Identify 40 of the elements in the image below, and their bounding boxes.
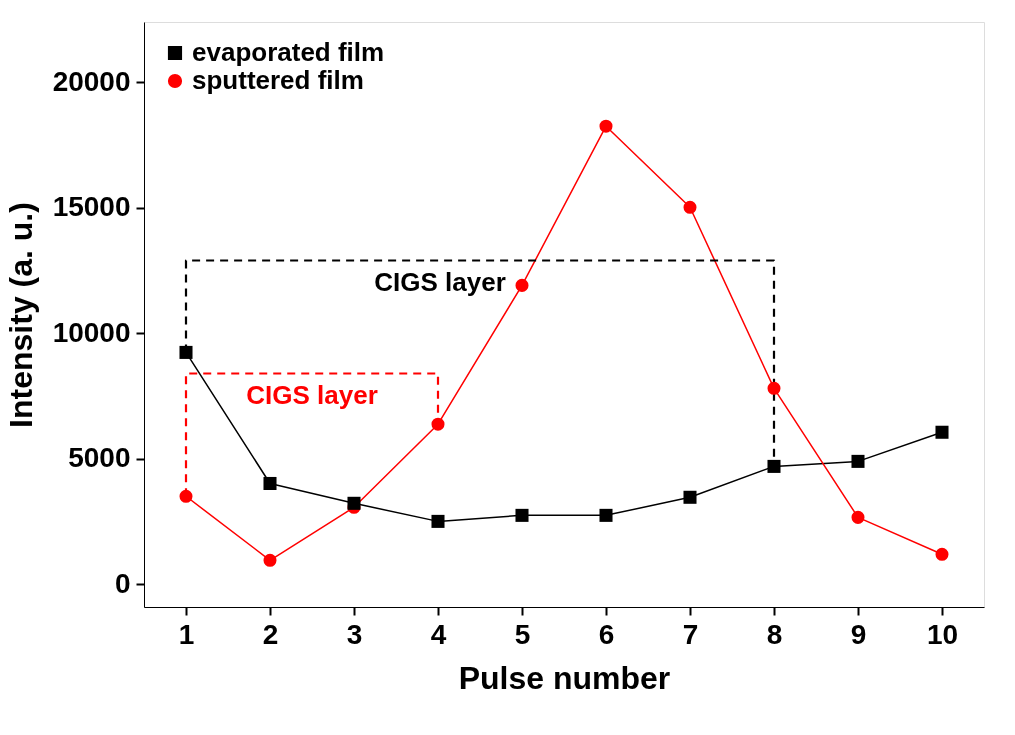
point (935, 547, 949, 561)
point (767, 459, 781, 473)
point (515, 278, 529, 292)
y-tick-label: 5000 (68, 442, 131, 474)
x-tick-label: 2 (262, 618, 279, 650)
point (935, 425, 949, 439)
x-tick-label: 1 (178, 618, 195, 650)
y-tick-label: 0 (114, 567, 131, 599)
x-tick-label: 6 (598, 618, 615, 650)
annotation: CIGS layer (246, 379, 378, 410)
x-tick-label: 9 (850, 618, 867, 650)
point (179, 489, 193, 503)
point (179, 345, 193, 359)
y-tick-label: 15000 (52, 191, 131, 223)
point (851, 454, 865, 468)
point (683, 490, 697, 504)
x-tick-label: 8 (766, 618, 783, 650)
point (767, 381, 781, 395)
x-tick-label: 10 (926, 618, 959, 650)
legend-label: sputtered film (192, 65, 364, 95)
point (599, 508, 613, 522)
x-tick-label: 4 (430, 618, 447, 650)
y-axis-title: Intensity (a. u.) (2, 202, 39, 428)
point (263, 476, 277, 490)
point (851, 510, 865, 524)
point (515, 508, 529, 522)
legend-label: evaporated film (192, 37, 385, 67)
point (347, 496, 361, 510)
point (263, 553, 277, 567)
x-tick-label: 7 (682, 618, 699, 650)
point (683, 200, 697, 214)
point (431, 514, 445, 528)
point (599, 119, 613, 133)
annotation: CIGS layer (374, 266, 506, 297)
x-tick-label: 3 (346, 618, 363, 650)
x-axis-title: Pulse number (458, 659, 671, 696)
y-tick-label: 20000 (52, 65, 131, 97)
y-tick-label: 10000 (52, 316, 131, 348)
x-tick-label: 5 (514, 618, 531, 650)
point (431, 417, 445, 431)
